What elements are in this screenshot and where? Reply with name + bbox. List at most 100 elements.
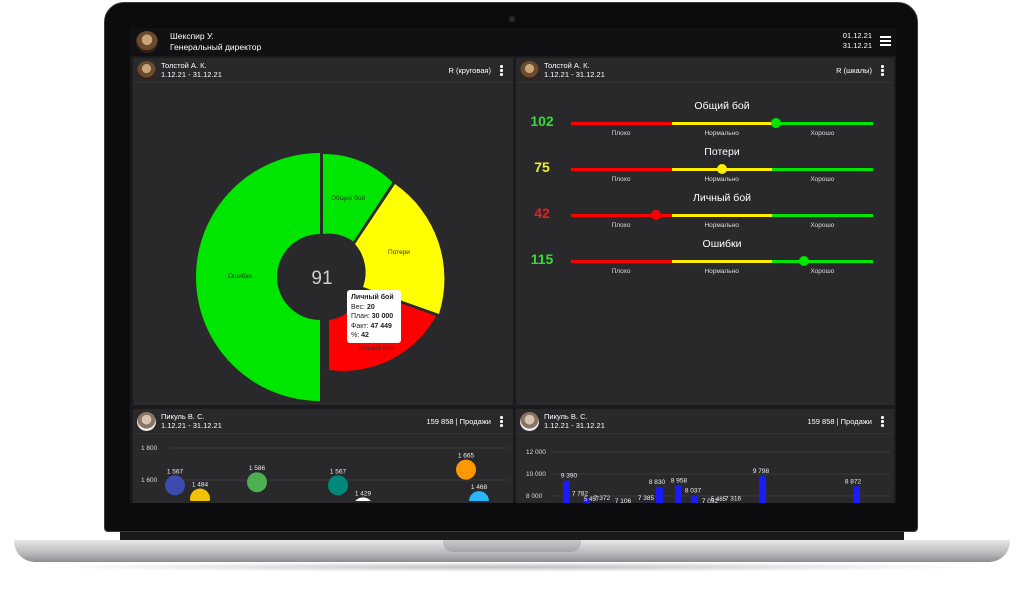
panel-period: 1.12.21 - 31.12.21: [161, 421, 222, 430]
bar-label: 8 958: [671, 477, 688, 484]
hamburger-menu-icon[interactable]: [880, 36, 891, 46]
tooltip-weight-label: Вес:: [351, 303, 366, 311]
bar[interactable]: [583, 498, 590, 503]
gauge-row: 115 Ошибки Плохо Нормально Хорошо: [516, 232, 894, 278]
avatar: [137, 412, 156, 431]
segment-label: Потери: [388, 249, 410, 256]
bar[interactable]: [656, 486, 663, 503]
bar[interactable]: [675, 485, 682, 503]
panel-period: 1.12.21 - 31.12.21: [544, 70, 605, 79]
y-tick-label: 8 000: [526, 493, 543, 500]
bubble-point[interactable]: [328, 475, 348, 496]
more-vert-icon[interactable]: [500, 416, 503, 428]
bar[interactable]: [563, 480, 570, 503]
bar-label: 7 106: [615, 498, 632, 503]
bubble-chart-panel: Пикуль В. С. 1.12.21 - 31.12.21 159 858 …: [133, 409, 513, 503]
gauge-zone-label: Нормально: [704, 130, 739, 137]
pie-chart-panel: Толстой А. К. 1.12.21 - 31.12.21 R (круг…: [133, 58, 513, 405]
bubble-chart: 1 800 1 600 1 567 1 484 1 586 1 567 1 429 1 665…: [133, 445, 513, 503]
gauge-track: [571, 260, 874, 263]
bubble-label: 1 484: [192, 482, 209, 489]
center-value: 91: [311, 268, 332, 289]
bubble-point[interactable]: [469, 491, 489, 503]
bar-label: 5 485: [711, 497, 727, 503]
gauge-zone-label: Плохо: [611, 130, 631, 137]
bubble-point[interactable]: [165, 475, 185, 496]
more-vert-icon[interactable]: [500, 65, 503, 77]
panel-user-name: Толстой А. К.: [161, 61, 207, 70]
gauge-knob: [771, 118, 782, 128]
bar-label: 9 390: [561, 473, 578, 480]
bar-chart: 12 000 10 000 8 000 9 390 7 782 7 372 7 106 7 3…: [526, 449, 890, 503]
tooltip-title: Личный бой: [351, 294, 394, 301]
laptop-hinge: [120, 532, 904, 540]
gauge-title: Личный бой: [692, 192, 752, 204]
gauge-row: 102 Общий бой Плохо Нормально Хорошо: [516, 94, 894, 140]
panel-header: Толстой А. К. 1.12.21 - 31.12.21 R (круг…: [133, 58, 513, 83]
bar[interactable]: [759, 476, 766, 503]
segment-label: Общий бой: [331, 194, 366, 202]
gauge-value: 115: [530, 251, 554, 267]
donut-hole: [280, 235, 364, 319]
bubble-point[interactable]: [456, 459, 476, 480]
gauge-zone-label: Нормально: [704, 222, 739, 229]
top-bar: Шекспир У. Генеральный директор 01.12.21…: [130, 28, 896, 56]
dashboard-screen: Шекспир У. Генеральный директор 01.12.21…: [130, 28, 896, 503]
bar-label: 7 092: [702, 498, 719, 503]
panel-user-name: Пикуль В. С.: [544, 412, 588, 421]
segment-obshchiy-boy[interactable]: [323, 153, 393, 242]
panel-header: Толстой А. К. 1.12.21 - 31.12.21 R (шкал…: [516, 58, 894, 83]
panel-header: Пикуль В. С. 1.12.21 - 31.12.21 159 858 …: [516, 409, 894, 434]
gauge-zone-label: Хорошо: [810, 130, 835, 137]
segment-poteri[interactable]: [355, 184, 445, 314]
tooltip-fact-label: Факт:: [351, 322, 369, 330]
tooltip-fact: 47 449: [370, 322, 392, 330]
date-to[interactable]: 31.12.21: [842, 41, 872, 50]
gauge-zone-label: Хорошо: [810, 268, 835, 275]
bar-label: 8 872: [845, 478, 862, 485]
panel-header: Пикуль В. С. 1.12.21 - 31.12.21 159 858 …: [133, 409, 513, 434]
tooltip-plan-label: План:: [351, 313, 370, 320]
user-avatar[interactable]: [136, 31, 158, 53]
chart-type-label[interactable]: 159 858 | Продажи: [426, 417, 491, 426]
gauge-zone-label: Хорошо: [810, 222, 835, 229]
bar-label: 8 830: [649, 479, 666, 486]
gauge-zone-label: Плохо: [611, 268, 631, 275]
tooltip-pct-label: %:: [351, 332, 360, 339]
segment-oshibki[interactable]: [196, 153, 320, 401]
bar-label: 8 037: [685, 488, 702, 495]
chart-tooltip: Личный бой Вес: 20 План: 30 000 Факт: 47…: [347, 290, 401, 343]
avatar: [520, 412, 539, 431]
bubble-label: 1 586: [249, 465, 266, 472]
bar[interactable]: [853, 486, 860, 503]
y-tick-label: 10 000: [526, 471, 546, 478]
gauges-panel: Толстой А. К. 1.12.21 - 31.12.21 R (шкал…: [516, 58, 894, 405]
bubble-label: 1 567: [167, 468, 184, 475]
laptop-notch: [443, 540, 581, 552]
more-vert-icon[interactable]: [881, 416, 884, 428]
more-vert-icon[interactable]: [881, 65, 884, 77]
gauge-row: 75 Потери Плохо Нормально Хорошо: [516, 140, 894, 186]
laptop-shadow: [40, 562, 984, 572]
bar-label: 9 798: [753, 468, 770, 475]
bubble-point[interactable]: [190, 488, 210, 503]
camera-icon: [509, 16, 515, 22]
chart-type-label[interactable]: 159 858 | Продажи: [807, 417, 872, 426]
chart-type-label[interactable]: R (шкалы): [836, 66, 872, 75]
tooltip-plan: 30 000: [371, 313, 394, 320]
chart-type-label[interactable]: R (круговая): [448, 66, 492, 75]
tooltip-pct: 42: [361, 332, 369, 339]
panel-user-name: Пикуль В. С.: [161, 412, 205, 421]
avatar: [137, 61, 156, 80]
gauge-zone-label: Плохо: [611, 176, 631, 183]
bubble-label: 1 567: [330, 468, 347, 475]
panel-period: 1.12.21 - 31.12.21: [161, 70, 222, 79]
gauge-value: 75: [534, 159, 550, 175]
date-from[interactable]: 01.12.21: [842, 31, 872, 40]
gauge-knob: [717, 164, 727, 174]
bubble-label: 1 468: [471, 484, 488, 491]
bubble-point[interactable]: [247, 472, 267, 493]
gauge-value: 42: [534, 205, 550, 221]
bar[interactable]: [691, 495, 698, 503]
panel-period: 1.12.21 - 31.12.21: [544, 421, 605, 430]
